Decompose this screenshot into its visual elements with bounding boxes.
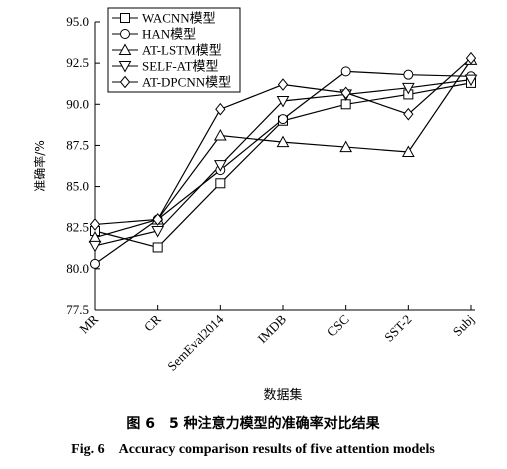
legend-label: AT-DPCNN模型: [142, 75, 231, 90]
data-point: [464, 74, 478, 87]
legend-label: WACNN模型: [142, 11, 216, 26]
data-point: [403, 69, 414, 80]
data-point: [89, 218, 101, 231]
data-point: [90, 258, 100, 269]
x-axis-label: 数据集: [263, 387, 302, 403]
data-point: [152, 213, 163, 226]
x-tick-label: SemEval2014: [164, 311, 227, 374]
y-tick-label: 92.5: [66, 55, 89, 70]
data-point: [151, 226, 165, 238]
legend-label: AT-LSTM模型: [142, 43, 222, 58]
y-axis-label: 准确率/%: [32, 140, 47, 191]
y-tick-label: 80.0: [66, 261, 89, 276]
y-tick-label: 77.5: [66, 302, 89, 317]
data-point: [401, 145, 415, 158]
legend-label: HAN模型: [142, 27, 196, 42]
y-tick-label: 85.0: [66, 179, 89, 194]
data-point: [465, 51, 477, 65]
legend-marker: [119, 75, 131, 89]
data-point: [276, 95, 290, 108]
x-tick-label: CR: [141, 311, 164, 334]
data-point: [277, 78, 289, 91]
data-point: [215, 102, 226, 116]
data-point: [403, 107, 414, 121]
data-point: [278, 114, 288, 125]
data-point: [213, 129, 227, 141]
data-point: [340, 86, 351, 100]
legend-marker: [118, 43, 132, 55]
data-point: [401, 82, 415, 95]
series-line: [94, 82, 472, 249]
y-tick-label: 82.5: [66, 220, 89, 235]
legend-marker: [118, 61, 132, 73]
data-point: [152, 242, 163, 253]
y-tick-label: 87.5: [66, 137, 89, 152]
data-point: [213, 160, 227, 172]
y-tick-label: 90.0: [66, 96, 89, 111]
caption-cn: 图 6 5 种注意力模型的准确率对比结果: [126, 415, 380, 432]
x-tick-label: Subj: [450, 312, 477, 339]
data-point: [340, 66, 351, 77]
x-tick-label: IMDB: [255, 311, 290, 346]
y-tick-label: 95.0: [66, 14, 89, 29]
data-point: [276, 135, 290, 148]
data-point: [215, 178, 226, 189]
legend-marker: [120, 13, 130, 23]
caption-en: Fig. 6 Accuracy comparison results of fi…: [71, 442, 435, 457]
legend-marker: [120, 29, 130, 39]
data-point: [340, 99, 351, 110]
data-point: [339, 140, 353, 153]
x-tick-label: CSC: [324, 312, 352, 340]
legend-label: SELF-AT模型: [142, 59, 219, 74]
x-tick-label: SST-2: [381, 312, 414, 345]
data-point: [88, 240, 102, 253]
